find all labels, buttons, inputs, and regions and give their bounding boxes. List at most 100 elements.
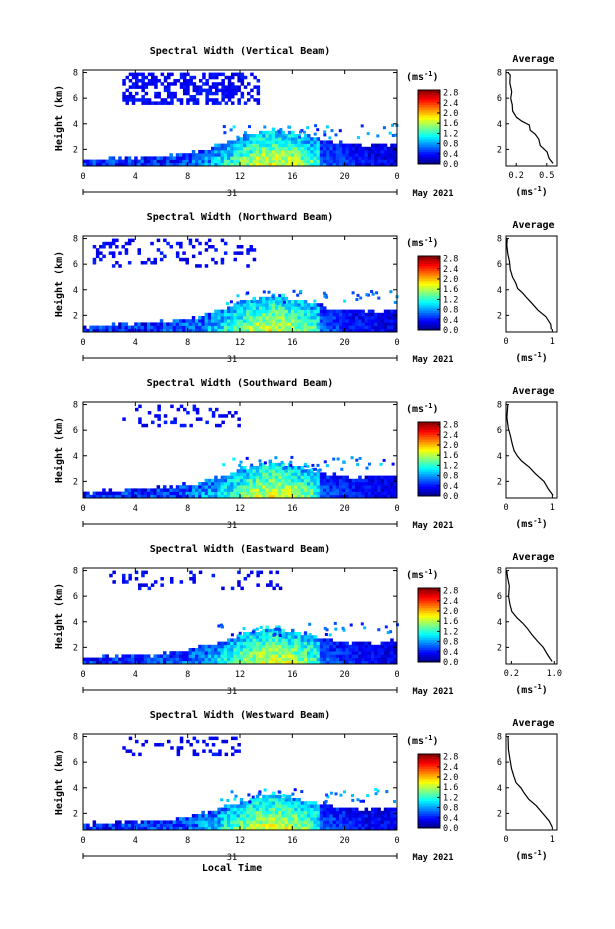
heatmap-cell xyxy=(348,478,353,483)
heatmap-cell xyxy=(303,491,308,496)
heatmap-cell xyxy=(271,475,276,480)
heatmap-cell xyxy=(230,143,234,148)
heatmap-cell xyxy=(222,125,226,129)
heatmap-cell xyxy=(131,159,135,164)
heatmap-cell xyxy=(259,478,263,483)
heatmap-cell xyxy=(316,654,321,658)
heatmap-cell xyxy=(326,491,330,496)
heatmap-cell xyxy=(316,491,321,496)
heatmap-cell xyxy=(367,475,372,480)
heatmap-cell xyxy=(300,641,305,646)
heatmap-cell xyxy=(175,826,180,831)
heatmap-cell xyxy=(259,570,264,575)
heatmap-cell xyxy=(262,804,266,808)
heatmap-cell xyxy=(207,238,212,243)
heatmap-cell xyxy=(322,291,326,295)
heatmap-cell xyxy=(358,820,362,824)
heatmap-cell xyxy=(294,134,298,138)
heatmap-cell xyxy=(351,807,356,812)
heatmap-cell xyxy=(191,156,196,160)
heatmap-cell xyxy=(169,651,173,655)
y-tick-label: 2 xyxy=(73,145,78,155)
heatmap-cell xyxy=(361,654,365,658)
heatmap-cell xyxy=(221,95,225,99)
heatmap-cell xyxy=(236,309,241,314)
heatmap-cell xyxy=(303,140,308,144)
heatmap-cell xyxy=(275,570,280,575)
heatmap-cell xyxy=(335,648,340,652)
heatmap-cell xyxy=(323,312,327,317)
heatmap-cell xyxy=(141,98,145,102)
heatmap-cell xyxy=(128,577,132,581)
colorbar-segment xyxy=(418,268,440,272)
heatmap-cell xyxy=(249,807,253,812)
heatmap-cell xyxy=(287,319,292,323)
heatmap-cell xyxy=(313,654,317,658)
colorbar-segment xyxy=(418,97,440,101)
heatmap-cell xyxy=(182,820,186,824)
heatmap-cell xyxy=(115,660,119,665)
heatmap-cell xyxy=(390,482,394,486)
heatmap-cell xyxy=(388,131,392,135)
heatmap-cell xyxy=(218,101,222,105)
heatmap-cell xyxy=(141,570,145,575)
heatmap-cell xyxy=(198,322,202,326)
heatmap-cell xyxy=(227,91,232,96)
heatmap-cell xyxy=(99,660,103,665)
heatmap-cell xyxy=(86,159,90,164)
heatmap-cell xyxy=(246,137,250,141)
heatmap-cell xyxy=(339,156,343,160)
heatmap-cell xyxy=(141,82,145,86)
heatmap-cell xyxy=(275,638,279,642)
y-tick-label: 4 xyxy=(497,120,502,130)
x-tick-label: 0.2 xyxy=(509,171,524,181)
heatmap-cell xyxy=(390,478,394,483)
heatmap-cell xyxy=(339,648,343,652)
heatmap-cell xyxy=(364,328,369,333)
heatmap-cell xyxy=(128,98,133,102)
heatmap-cell xyxy=(278,140,282,144)
heatmap-cell xyxy=(204,651,209,655)
colorbar-segment xyxy=(418,124,440,128)
heatmap-cell xyxy=(362,799,365,803)
heatmap-cell xyxy=(271,478,276,483)
heatmap-cell xyxy=(350,456,354,460)
heatmap-cell xyxy=(326,814,330,818)
colorbar-segment xyxy=(418,119,440,123)
heatmap-cell xyxy=(268,150,273,154)
heatmap-cell xyxy=(125,95,129,99)
heatmap-cell xyxy=(154,91,158,96)
heatmap-cell xyxy=(364,153,369,157)
heatmap-cell xyxy=(387,153,391,157)
heatmap-cell xyxy=(329,810,333,815)
heatmap-cell xyxy=(313,159,317,164)
heatmap-cell xyxy=(131,162,135,167)
heatmap-cell xyxy=(326,641,330,646)
heatmap-cell xyxy=(332,316,337,320)
heatmap-cell xyxy=(156,494,161,499)
heatmap-cell xyxy=(297,494,301,499)
heatmap-cell xyxy=(140,826,145,831)
heatmap-cell xyxy=(183,75,187,80)
heatmap-cell xyxy=(361,823,365,828)
heatmap-cell xyxy=(220,807,225,812)
heatmap-cell xyxy=(329,807,333,812)
heatmap-cell xyxy=(201,644,205,649)
heatmap-cell xyxy=(95,325,100,330)
heatmap-cell xyxy=(329,488,333,492)
heatmap-cell xyxy=(351,156,356,160)
heatmap-cell xyxy=(377,143,381,148)
heatmap-cell xyxy=(147,322,151,326)
heatmap-cell xyxy=(195,264,199,268)
heatmap-cell xyxy=(208,407,213,412)
heatmap-cell xyxy=(319,316,324,320)
heatmap-cell xyxy=(252,651,257,655)
heatmap-cell xyxy=(310,143,314,148)
heatmap-cell xyxy=(141,72,145,77)
colorbar-segment xyxy=(418,491,440,494)
heatmap-cell xyxy=(143,491,148,496)
heatmap-cell xyxy=(275,140,279,144)
heatmap-cell xyxy=(191,159,196,164)
heatmap-cell xyxy=(329,804,333,808)
